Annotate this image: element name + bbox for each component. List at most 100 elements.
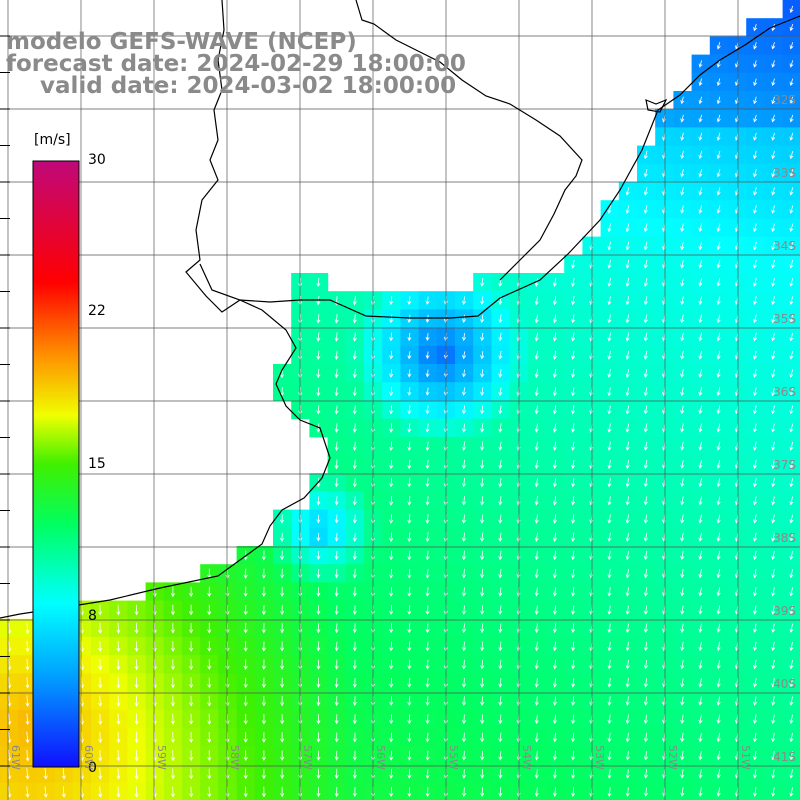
wind-arrow <box>571 441 576 451</box>
title-forecast-date: forecast date: 2024-02-29 18:00:00 <box>6 51 466 77</box>
wind-arrow <box>425 441 430 452</box>
wind-arrow <box>753 223 757 233</box>
wind-arrow <box>280 605 285 616</box>
wind-arrow <box>680 332 685 342</box>
wind-arrow <box>571 459 576 470</box>
wind-arrow <box>643 514 648 524</box>
wind-arrow <box>789 587 794 597</box>
wind-arrow <box>789 314 794 324</box>
wind-arrow <box>607 732 612 743</box>
wind-arrow <box>716 550 721 561</box>
wind-arrow <box>461 441 466 452</box>
wind-arrow <box>680 732 685 743</box>
wind-arrow <box>753 569 758 579</box>
wind-arrow <box>116 604 121 616</box>
wind-arrow <box>498 605 503 615</box>
wind-arrow <box>389 514 394 524</box>
wind-arrow <box>225 750 230 762</box>
wind-arrow <box>334 386 339 397</box>
wind-arrow <box>316 568 321 579</box>
wind-arrow <box>316 550 321 561</box>
wind-arrow <box>680 750 685 761</box>
wind-arrow <box>534 277 539 288</box>
wind-arrow <box>698 205 703 214</box>
wind-arrow <box>189 695 194 707</box>
wind-arrow <box>789 441 794 451</box>
wind-arrow <box>352 732 357 743</box>
wind-arrow <box>625 568 630 579</box>
wind-arrow <box>389 532 394 543</box>
wind-arrow <box>498 314 503 324</box>
wind-arrow <box>680 514 685 524</box>
lat-label-33s: 33S <box>773 166 796 180</box>
wind-arrow <box>152 586 157 598</box>
wind-arrow <box>607 368 612 379</box>
wind-arrow <box>698 532 703 542</box>
wind-arrow <box>170 768 176 780</box>
wind-arrow <box>316 732 321 743</box>
wind-arrow <box>625 350 630 360</box>
wind-arrow <box>552 423 557 433</box>
wind-arrow <box>316 514 321 524</box>
wind-arrow <box>261 677 266 689</box>
wind-arrow <box>480 387 485 397</box>
wind-arrow <box>207 677 212 689</box>
wind-arrow <box>243 659 248 670</box>
wind-arrow <box>498 787 503 798</box>
wind-arrow <box>753 660 758 670</box>
wind-arrow <box>753 678 758 688</box>
wind-arrow <box>334 314 339 324</box>
wind-arrow <box>425 568 430 579</box>
wind-arrow <box>753 187 757 196</box>
wind-arrow <box>352 605 357 616</box>
wind-arrow <box>680 96 685 105</box>
wind-arrow <box>261 623 266 634</box>
wind-arrow <box>625 787 630 797</box>
wind-arrow <box>316 605 321 616</box>
wind-arrow <box>407 787 412 798</box>
wind-arrow <box>607 532 612 542</box>
wind-arrow <box>680 169 685 178</box>
wind-arrow <box>170 786 176 798</box>
wind-arrow <box>170 731 175 744</box>
wind-arrow <box>280 568 285 579</box>
wind-arrow <box>261 786 266 798</box>
wind-arrow <box>25 713 30 726</box>
wind-arrow <box>225 786 230 798</box>
wind-arrow <box>534 678 539 688</box>
wind-arrow <box>552 459 557 470</box>
wind-arrow <box>280 786 285 798</box>
wind-arrow <box>680 496 685 506</box>
wind-arrow <box>498 350 503 360</box>
lat-axis-ticks <box>0 35 10 767</box>
wind-arrow <box>243 677 248 689</box>
wind-arrow <box>207 641 212 652</box>
wind-arrow <box>789 532 794 542</box>
wind-arrow <box>280 659 285 670</box>
wind-arrow <box>352 423 357 433</box>
wind-arrow <box>607 514 612 524</box>
wind-arrow <box>98 731 103 744</box>
wind-arrow <box>352 787 357 798</box>
wind-arrow <box>116 622 121 634</box>
wind-arrow <box>552 350 557 360</box>
wind-arrow <box>680 787 685 797</box>
wind-arrow <box>625 605 630 615</box>
wind-arrow <box>698 587 703 597</box>
wind-arrow <box>98 695 103 707</box>
wind-arrow <box>789 169 794 178</box>
wind-arrow <box>116 659 121 671</box>
wind-arrow <box>716 659 721 670</box>
wind-arrow <box>552 478 557 488</box>
wind-arrow <box>698 787 703 797</box>
wind-arrow <box>25 786 30 798</box>
wind-arrow <box>25 768 30 780</box>
wind-arrow <box>771 114 776 123</box>
wind-arrow <box>552 768 557 779</box>
wind-arrow <box>625 296 630 306</box>
wind-arrow <box>480 732 485 743</box>
wind-arrow <box>698 405 703 415</box>
wind-arrow <box>389 623 394 634</box>
wind-arrow <box>753 405 757 415</box>
wind-arrow <box>334 405 339 415</box>
